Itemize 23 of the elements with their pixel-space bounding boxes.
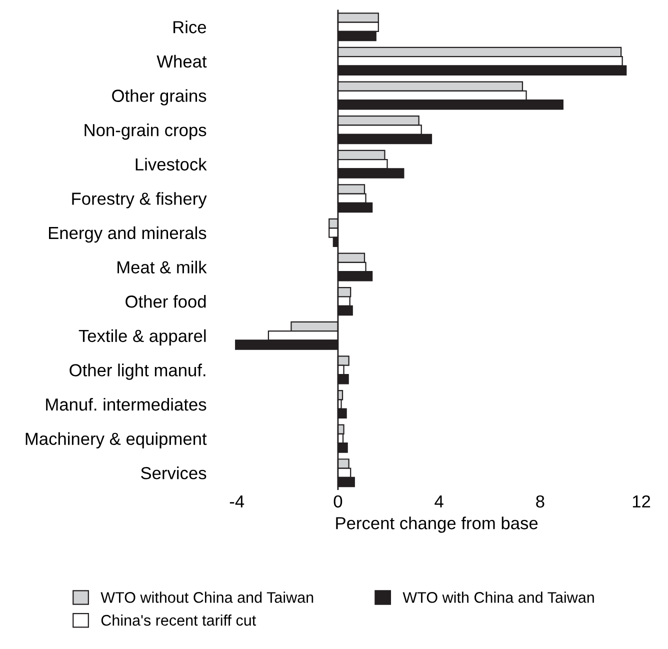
y-tick-label: Manuf. intermediates	[46, 398, 206, 411]
y-tick-label: Energy and minerals	[49, 226, 206, 243]
y-tick-label: Machinery & equipment	[26, 432, 207, 448]
y-tick-label: Livestock	[136, 158, 207, 171]
y-tick-label: Other grains	[112, 89, 206, 106]
legend-label: WTO without China and Taiwan	[100, 592, 314, 603]
x-tick-label: -4	[230, 495, 244, 508]
y-tick-label: Textile & apparel	[78, 329, 206, 346]
x-tick-label: 4	[434, 495, 444, 508]
y-tick-label: Forestry & fishery	[72, 192, 207, 208]
x-axis-title: Percent change from base	[336, 516, 538, 533]
y-tick-label: Other light manuf.	[70, 364, 206, 380]
x-tick-label: 0	[334, 495, 342, 508]
x-tick-label: 12	[632, 495, 650, 508]
y-tick-label: Non-grain crops	[84, 124, 206, 140]
legend-label: China's recent tariff cut	[101, 614, 256, 626]
x-tick-label: 8	[536, 495, 544, 508]
y-tick-label: Meat & milk	[118, 260, 207, 274]
y-tick-label: Wheat	[156, 54, 207, 68]
y-tick-label: Other food	[126, 295, 206, 308]
legend-label: WTO with China and Taiwan	[402, 592, 594, 603]
y-tick-label: Services	[141, 466, 206, 480]
y-tick-label: Rice	[173, 20, 206, 34]
